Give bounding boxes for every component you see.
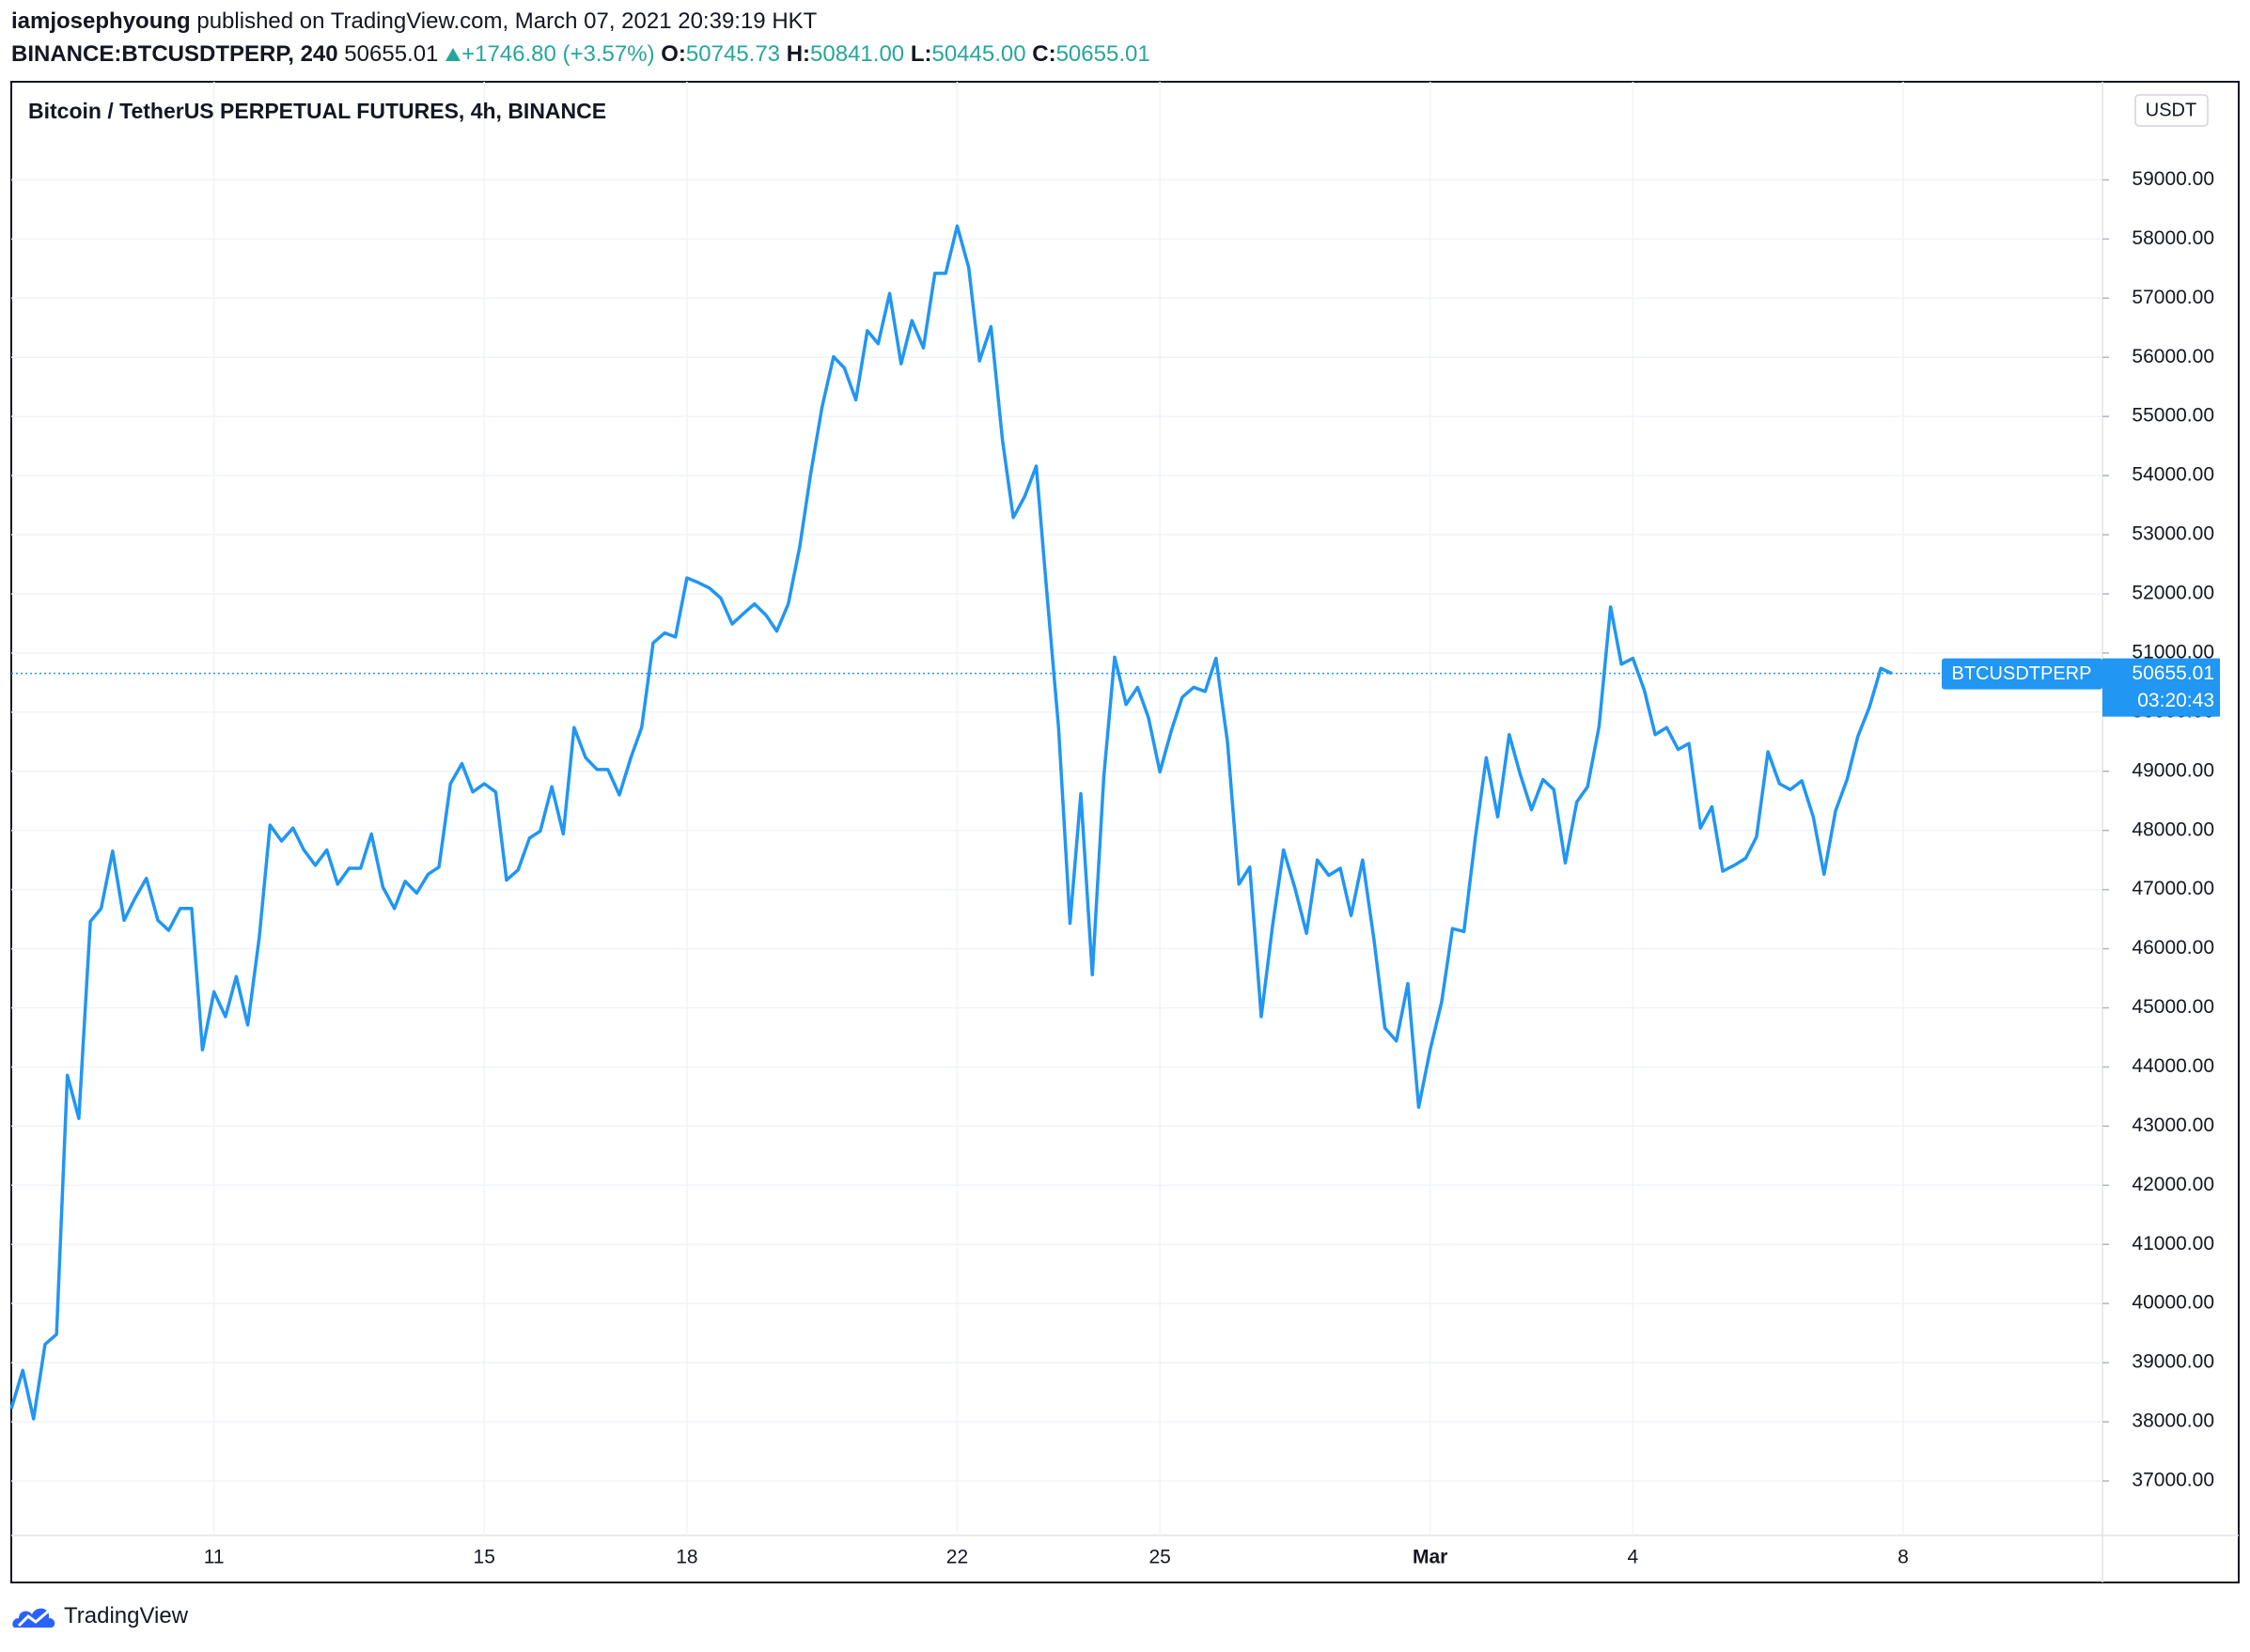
chart-frame [10, 81, 2240, 1583]
price-line [9, 224, 1893, 1421]
x-tick-label: 15 [474, 1547, 495, 1568]
y-tick-label: 39000.00 [2132, 1351, 2214, 1373]
x-tick-label: 11 [204, 1547, 225, 1568]
y-tick-label: 45000.00 [2132, 996, 2214, 1018]
y-tick-label: 48000.00 [2132, 818, 2214, 840]
chart-title: Bitcoin / TetherUS PERPETUAL FUTURES, 4h… [28, 99, 606, 123]
y-tick-label: 44000.00 [2132, 1055, 2214, 1077]
currency: USDT [2146, 100, 2196, 120]
ohlc-label: C: [1032, 41, 1056, 67]
y-tick-label: 42000.00 [2132, 1174, 2214, 1195]
y-tick-label: 51000.00 [2132, 641, 2214, 662]
y-tick-label: 49000.00 [2132, 759, 2214, 781]
y-tick-label: 53000.00 [2132, 523, 2214, 545]
ohlc-value: 50841.00 [810, 41, 905, 67]
x-tick-label: 25 [1148, 1547, 1170, 1568]
ohlc-value: 50445.00 [931, 41, 1026, 67]
series-label: BTCUSDTPERP [1952, 663, 2092, 684]
logo [12, 1608, 55, 1628]
currency-badge [2134, 94, 2209, 127]
footer: TradingView [11, 1601, 188, 1631]
y-tick-label: 46000.00 [2132, 937, 2214, 958]
ohlc-label: H: [786, 41, 811, 67]
x-tick-label: Mar [1413, 1547, 1447, 1568]
y-tick-label: 41000.00 [2132, 1233, 2214, 1255]
brand: TradingView [64, 1603, 189, 1629]
ohlc-label: L: [910, 41, 932, 67]
y-tick-label: 47000.00 [2132, 878, 2214, 899]
ohlc-label: O: [661, 41, 686, 67]
price-label-box [2102, 658, 2220, 717]
x-tick-label: 22 [946, 1547, 968, 1568]
y-tick-label: 55000.00 [2132, 405, 2214, 427]
y-tick-label: 59000.00 [2132, 168, 2214, 190]
x-tick-label: 18 [676, 1547, 697, 1568]
publisher: iamjosephyoung [11, 8, 191, 34]
y-tick-label: 40000.00 [2132, 1292, 2214, 1314]
published-text: published on TradingView.com, March 07, … [196, 8, 818, 34]
symbol: BINANCE:BTCUSDTPERP, 240 [11, 41, 338, 67]
up-arrow [445, 48, 461, 61]
y-tick-label: 58000.00 [2132, 227, 2214, 249]
ohlc: O:50745.73 H:50841.00 L:50445.00 C:50655… [661, 41, 1149, 67]
y-tick-label: 43000.00 [2132, 1114, 2214, 1136]
ohlc-value: 50745.73 [685, 41, 781, 67]
countdown: 03:20:43 [2137, 690, 2214, 711]
series-label-box [1942, 658, 2102, 690]
x-tick-label: 4 [1628, 1547, 1639, 1568]
last-price: 50655.01 [344, 41, 439, 67]
change: +1746.80 (+3.57%) [461, 41, 655, 67]
grid [11, 82, 2102, 1535]
header-line-2: BINANCE:BTCUSDTPERP, 240 50655.01 +1746.… [11, 40, 1150, 69]
header-line-1: iamjosephyoung published on TradingView.… [11, 8, 817, 36]
y-tick-label: 54000.00 [2132, 464, 2214, 486]
y-tick-label: 52000.00 [2132, 583, 2214, 604]
price-label: 50655.01 [2132, 662, 2214, 684]
ohlc-value: 50655.01 [1055, 41, 1150, 67]
x-tick-label: 8 [1898, 1547, 1909, 1568]
y-tick-label: 57000.00 [2132, 287, 2214, 308]
y-tick-label: 37000.00 [2132, 1470, 2214, 1491]
y-tick-label: 38000.00 [2132, 1410, 2214, 1432]
y-tick-label: 56000.00 [2132, 346, 2214, 367]
chart: Bitcoin / TetherUS PERPETUAL FUTURES, 4h… [9, 81, 2240, 1583]
